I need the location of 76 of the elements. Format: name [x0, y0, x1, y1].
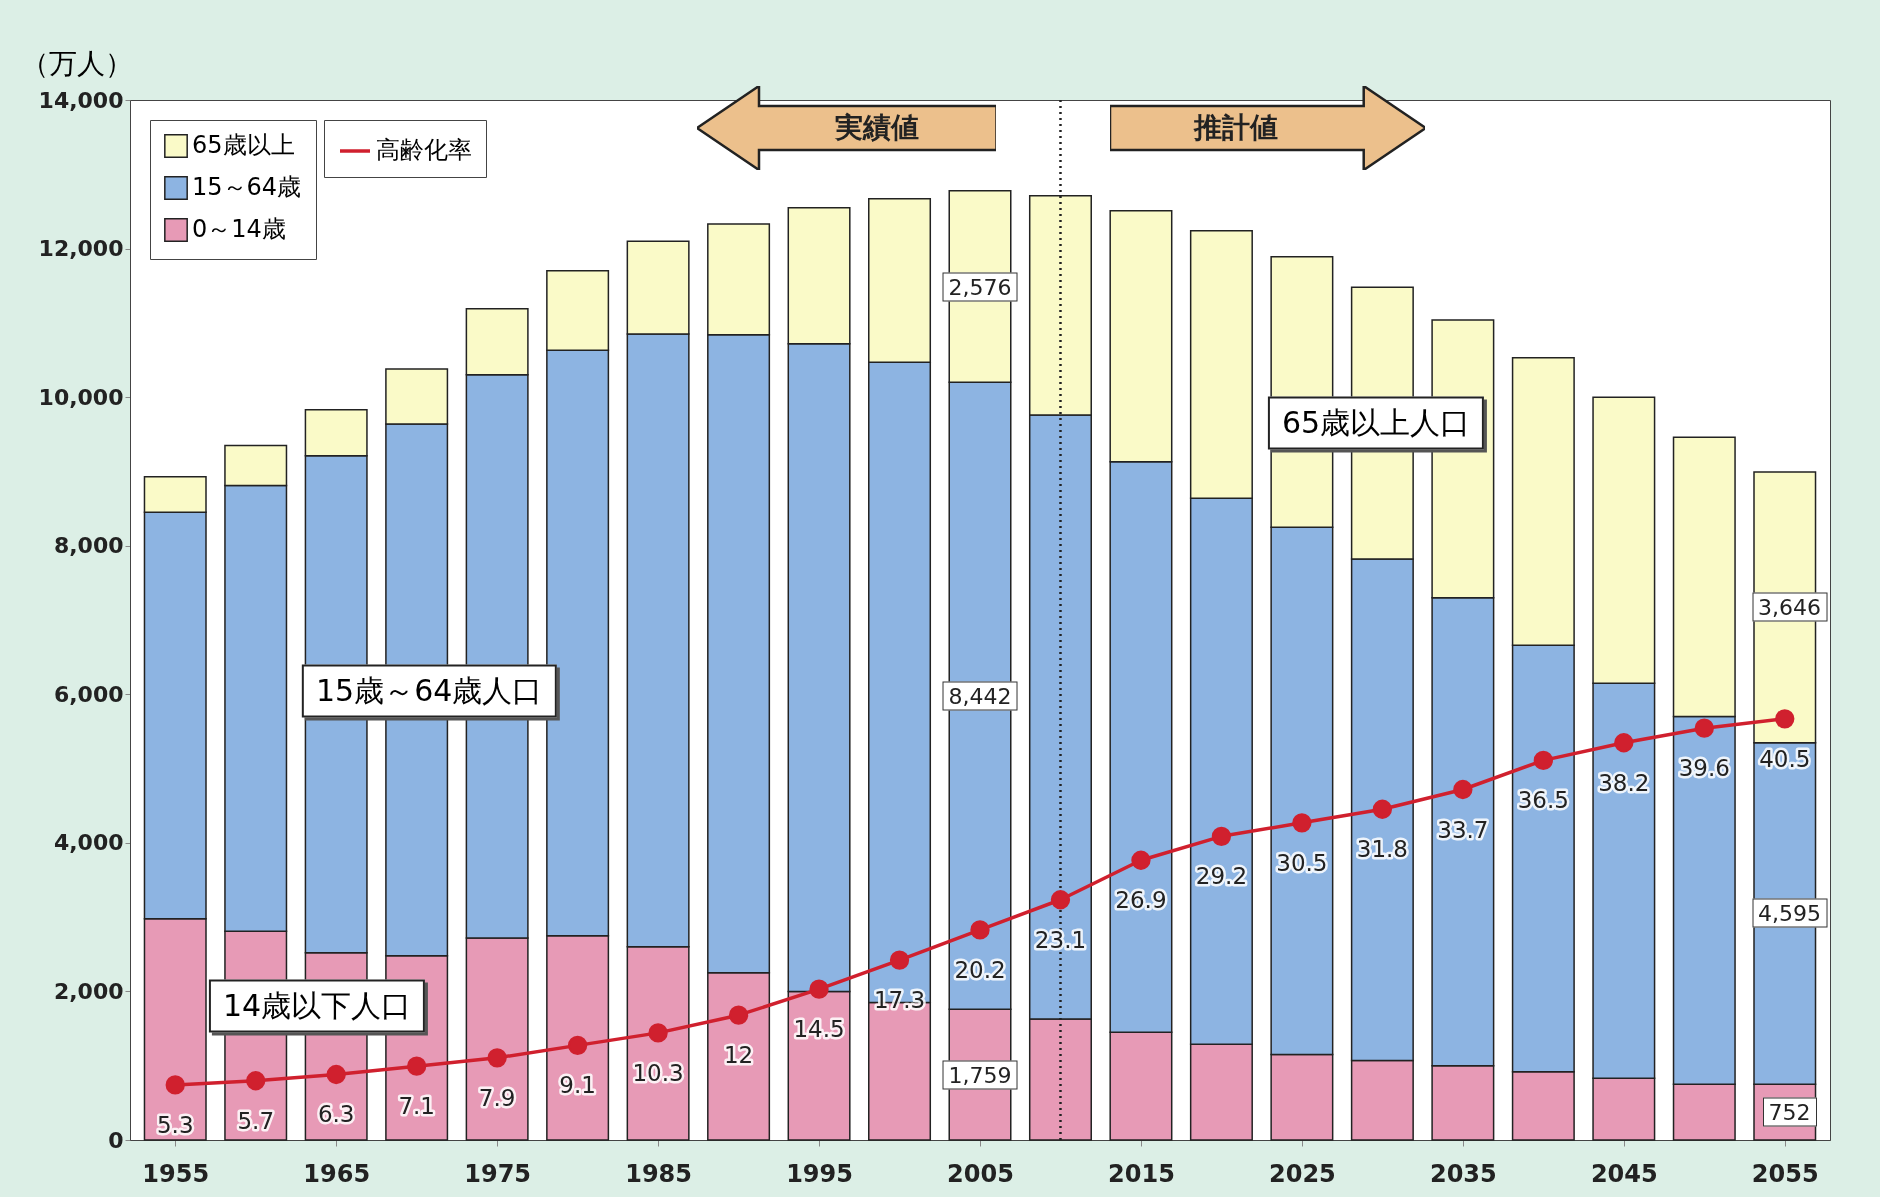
data-label: 9.1 [559, 1072, 596, 1099]
x-tick-label: 1965 [303, 1159, 371, 1188]
point [1372, 799, 1393, 819]
data-label: 23.1 [1034, 926, 1087, 953]
data-label: 20.2 [954, 956, 1006, 983]
point [567, 1035, 588, 1055]
data-label: 12 [723, 1042, 754, 1069]
point [326, 1064, 346, 1085]
data-label: 5.7 [237, 1107, 274, 1134]
y-axis-title: （万人） [20, 46, 133, 80]
data-label: 26.9 [1115, 887, 1167, 914]
point [1453, 779, 1473, 800]
data-label: 10.3 [632, 1059, 684, 1086]
data-label: 4,595 [1752, 898, 1828, 928]
data-label: 33.7 [1437, 816, 1489, 843]
point [728, 1005, 749, 1025]
annotation: 15歳～64歳人口 [302, 664, 557, 718]
annotation: 推計値 [1194, 110, 1279, 146]
annotation: 14歳以下人口 [208, 979, 426, 1033]
data-label: 7.1 [398, 1093, 435, 1120]
x-tick-label: 2015 [1108, 1159, 1175, 1188]
data-label: 5.3 [156, 1111, 194, 1138]
x-tick-label: 2055 [1751, 1159, 1819, 1188]
data-label: 14.5 [793, 1016, 845, 1043]
point [970, 920, 990, 940]
y-tick-label: 8,000 [53, 533, 124, 559]
y-tick-label: 14,000 [38, 87, 124, 113]
point [1131, 850, 1151, 870]
y-tick-label: 4,000 [53, 830, 124, 856]
data-label: 31.8 [1356, 836, 1408, 863]
data-label: 6.3 [317, 1101, 355, 1128]
point [1614, 733, 1634, 753]
data-label: 29.2 [1195, 863, 1248, 890]
point [165, 1075, 185, 1095]
data-label: 1,759 [942, 1060, 1018, 1090]
x-tick-label: 1975 [464, 1159, 532, 1188]
point [889, 950, 910, 970]
annotation: 実績値 [835, 110, 920, 146]
point [1694, 718, 1714, 738]
point [648, 1023, 668, 1043]
legend-label: 15～64歳 [192, 173, 302, 201]
x-tick-label: 1985 [625, 1159, 692, 1188]
point [809, 979, 829, 999]
point [246, 1071, 266, 1091]
point [407, 1056, 427, 1076]
data-label: 38.2 [1598, 769, 1650, 796]
data-label: 36.5 [1517, 787, 1569, 814]
y-tick-label: 6,000 [53, 681, 124, 707]
data-label: 30.5 [1276, 849, 1328, 876]
legend-label: 65歳以上 [192, 131, 295, 159]
x-tick-label: 1995 [786, 1159, 853, 1188]
x-tick-label: 2025 [1269, 1159, 1336, 1188]
point [1211, 826, 1232, 846]
data-label: 39.6 [1678, 755, 1730, 782]
x-tick-label: 1955 [142, 1159, 210, 1188]
x-tick-label: 2005 [947, 1159, 1014, 1188]
data-label: 8,442 [942, 681, 1018, 711]
data-label: 752 [1762, 1097, 1817, 1127]
point [487, 1048, 507, 1068]
legend-label: 高齢化率 [376, 136, 472, 164]
data-label: 3,646 [1752, 592, 1828, 622]
legend-label: 0～14歳 [192, 215, 286, 243]
data-label: 40.5 [1759, 745, 1811, 772]
x-tick-label: 2035 [1429, 1159, 1497, 1188]
point [1775, 709, 1795, 729]
data-label: 2,576 [942, 272, 1018, 302]
point [1533, 750, 1553, 771]
y-tick-label: 10,000 [38, 384, 124, 410]
annotation: 65歳以上人口 [1268, 396, 1485, 450]
y-tick-label: 12,000 [38, 236, 124, 262]
y-tick-label: 0 [108, 1127, 124, 1153]
point [1292, 813, 1312, 833]
x-tick-label: 2045 [1590, 1159, 1658, 1188]
data-label: 7.9 [478, 1084, 516, 1111]
point [1050, 890, 1071, 910]
y-tick-label: 2,000 [53, 978, 124, 1004]
